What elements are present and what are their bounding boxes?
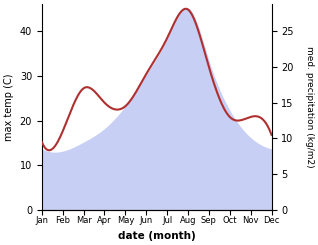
Y-axis label: max temp (C): max temp (C) <box>4 73 14 141</box>
X-axis label: date (month): date (month) <box>118 231 196 241</box>
Y-axis label: med. precipitation (kg/m2): med. precipitation (kg/m2) <box>305 46 314 168</box>
